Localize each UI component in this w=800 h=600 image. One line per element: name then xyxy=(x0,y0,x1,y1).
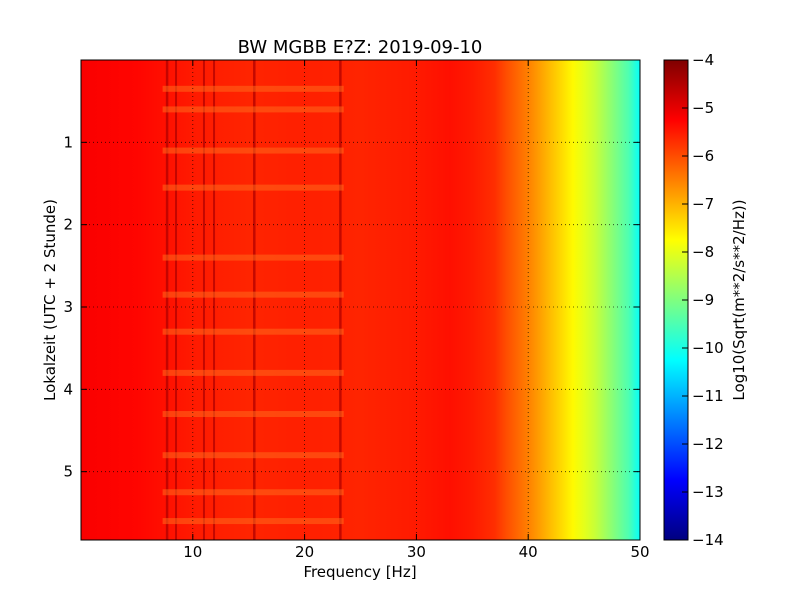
colorbar: −4 −5 −6 −7 −8 −9 −10 −11 −12 −13 −14 Log10(Sqrt(m… xyxy=(663,51,748,549)
y-tick-label: 1 xyxy=(63,133,73,151)
colorbar-tick-label: −10 xyxy=(692,339,724,357)
colorbar-tick-label: −9 xyxy=(692,291,714,309)
y-tick-label: 2 xyxy=(63,216,73,234)
x-tick-label: 20 xyxy=(295,543,314,561)
time-band xyxy=(162,518,344,525)
y-tick-label: 3 xyxy=(63,298,73,316)
time-band xyxy=(162,85,344,92)
x-tick-label: 30 xyxy=(407,543,426,561)
plot-frame xyxy=(80,59,641,541)
x-tick-label: 40 xyxy=(519,543,538,561)
colorbar-ticks: −4 −5 −6 −7 −8 −9 −10 −11 −12 −13 −14 xyxy=(682,51,724,549)
plot-area: 10 20 30 40 50 1 2 3 4 5 xyxy=(63,59,650,561)
time-band xyxy=(162,291,344,298)
time-band xyxy=(162,184,344,191)
time-band xyxy=(162,254,344,261)
time-band xyxy=(162,411,344,418)
colorbar-tick-label: −4 xyxy=(692,51,714,69)
colorbar-tick-label: −12 xyxy=(692,435,724,453)
colorbar-tick-label: −6 xyxy=(692,147,714,165)
time-bands xyxy=(162,85,344,525)
y-tick-label: 5 xyxy=(63,463,73,481)
x-axis: 10 20 30 40 50 xyxy=(183,60,650,561)
colorbar-tick-label: −13 xyxy=(692,483,724,501)
time-band xyxy=(162,147,344,154)
colorbar-tick-label: −14 xyxy=(692,531,724,549)
spectral-lines xyxy=(165,60,342,540)
colorbar-tick-label: −11 xyxy=(692,387,724,405)
chart-title: BW MGBB E?Z: 2019-09-10 xyxy=(238,37,483,58)
y-tick-label: 4 xyxy=(63,380,73,398)
y-axis: 1 2 3 4 5 xyxy=(63,133,640,481)
x-tick-label: 50 xyxy=(630,543,649,561)
time-band xyxy=(162,489,344,496)
x-axis-label: Frequency [Hz] xyxy=(303,563,416,581)
colorbar-tick-label: −5 xyxy=(692,99,714,117)
colorbar-tick-label: −7 xyxy=(692,195,714,213)
colorbar-tick-label: −8 xyxy=(692,243,714,261)
y-axis-label: Lokalzeit (UTC + 2 Stunde) xyxy=(41,199,59,401)
time-band xyxy=(162,106,344,113)
time-band xyxy=(162,452,344,459)
colorbar-label: Log10(Sqrt(m**2/s**2/Hz)) xyxy=(730,199,748,400)
time-band xyxy=(162,369,344,376)
time-band xyxy=(162,328,344,335)
colorbar-gradient xyxy=(663,59,689,541)
spectrogram-image xyxy=(81,60,640,540)
x-tick-label: 10 xyxy=(183,543,202,561)
